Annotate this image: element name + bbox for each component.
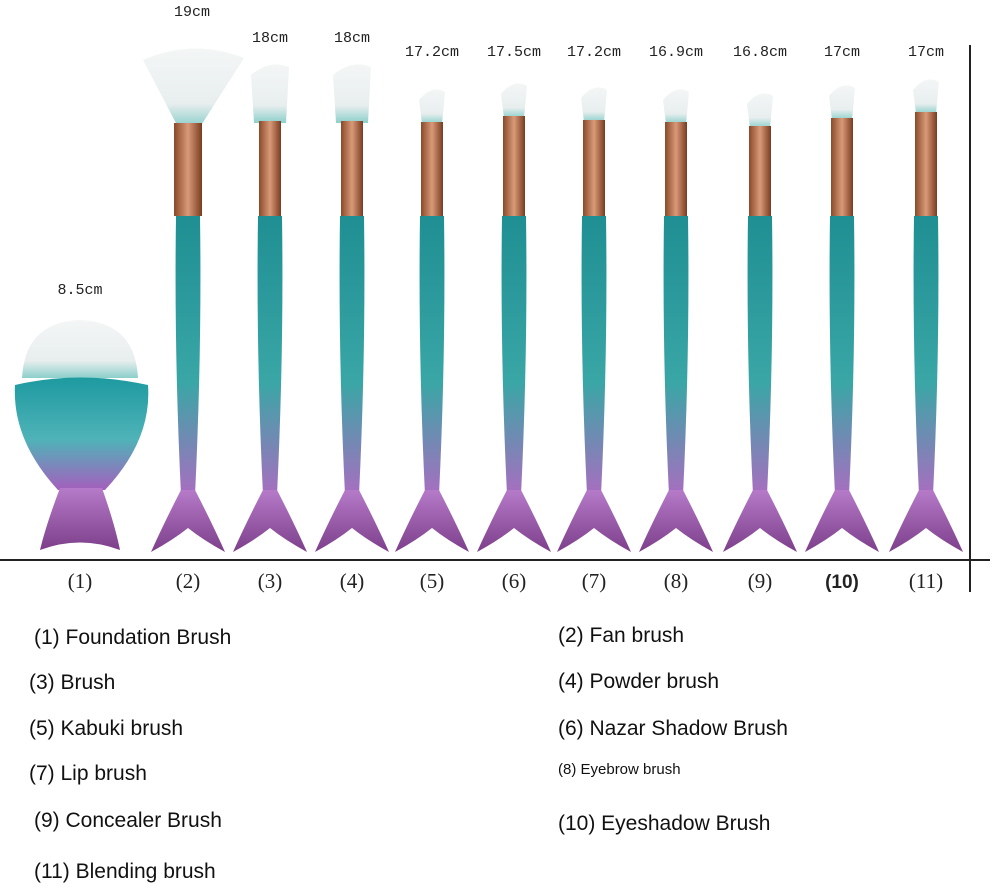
brush	[639, 89, 713, 552]
brush-number: (4)	[340, 569, 365, 593]
brush-head	[501, 83, 527, 118]
brush	[14, 320, 149, 550]
brush-tail	[233, 490, 307, 552]
brush-head	[747, 93, 773, 128]
brush-tail	[477, 490, 551, 552]
brush-head	[333, 64, 371, 123]
brush-number: (1)	[68, 569, 93, 593]
brush-ferrule	[341, 121, 363, 216]
brush-head	[913, 79, 939, 114]
brush-length: 17.2cm	[405, 44, 459, 61]
brush-length: 17cm	[908, 44, 944, 61]
legend-item: (1) Foundation Brush	[34, 626, 231, 649]
brush-number: (8)	[664, 569, 689, 593]
brush-handle	[419, 216, 445, 495]
brush-head	[663, 89, 689, 124]
brush-number: (11)	[909, 569, 943, 593]
brush-number: (5)	[420, 569, 445, 593]
brush-handle	[501, 216, 527, 495]
brush-head	[581, 87, 607, 122]
brush-tail	[315, 490, 389, 552]
legend-item: (8) Eyebrow brush	[558, 761, 681, 778]
brush	[723, 93, 797, 552]
legend-item: (9) Concealer Brush	[34, 809, 222, 832]
brush-ferrule	[259, 121, 281, 216]
brush	[233, 64, 307, 552]
brush-ferrule	[421, 122, 443, 216]
brush-ferrule	[503, 116, 525, 216]
brush-handle	[581, 216, 607, 495]
brush	[477, 83, 551, 552]
brush-ferrule	[915, 112, 937, 216]
brush-head	[22, 320, 138, 378]
brushes: 8.5cm (1) 19cm (2) 18cm (3) 18cm (4) 17.2cm (5) 17…	[14, 4, 963, 593]
legend-item: (5) Kabuki brush	[29, 717, 183, 740]
brush-head	[829, 85, 855, 120]
brush-tail	[40, 488, 120, 550]
brush-ferrule	[174, 123, 202, 216]
brush-ferrule	[749, 126, 771, 216]
legend-item: (4) Powder brush	[558, 670, 719, 693]
brush-tail	[395, 490, 469, 552]
legend-item: (3) Brush	[29, 671, 115, 694]
brush-ferrule	[583, 120, 605, 216]
brush-number: (3)	[258, 569, 283, 593]
brush-tail	[723, 490, 797, 552]
brush-head	[143, 48, 244, 127]
brush-tail	[557, 490, 631, 552]
brush-head	[419, 89, 445, 124]
legend-item: (10) Eyeshadow Brush	[558, 812, 770, 835]
brush-handle	[257, 216, 283, 495]
brush-handle	[829, 216, 855, 495]
brush-length: 18cm	[252, 30, 288, 47]
brush-ferrule	[831, 118, 853, 216]
brush	[889, 79, 963, 552]
brush-handle	[663, 216, 689, 495]
brush	[805, 85, 879, 552]
brush-number: (9)	[748, 569, 773, 593]
brush	[143, 48, 244, 552]
brush-handle	[913, 216, 939, 495]
legend-item: (7) Lip brush	[29, 762, 147, 785]
brush-length: 17.2cm	[567, 44, 621, 61]
brush-body	[14, 377, 149, 490]
brush-length: 8.5cm	[57, 282, 102, 299]
legend-item: (11) Blending brush	[34, 860, 216, 883]
brush-number: (7)	[582, 569, 607, 593]
brush-length: 19cm	[174, 4, 210, 21]
brush-tail	[805, 490, 879, 552]
brush-handle	[175, 216, 201, 495]
brush-handle	[339, 216, 365, 495]
brush-length: 18cm	[334, 30, 370, 47]
brush-number: (10)	[825, 572, 859, 593]
brush	[395, 89, 469, 552]
brush-tail	[151, 490, 225, 552]
brush-tail	[889, 490, 963, 552]
brush-length: 16.9cm	[649, 44, 703, 61]
brush-ferrule	[665, 122, 687, 216]
legend-item: (2) Fan brush	[558, 624, 684, 647]
legend-item: (6) Nazar Shadow Brush	[558, 717, 788, 740]
brush-handle	[747, 216, 773, 495]
brush-number: (2)	[176, 569, 201, 593]
brush-number: (6)	[502, 569, 527, 593]
legend: (1) Foundation Brush (2) Fan brush (3) Bru…	[29, 624, 788, 883]
brush-tail	[639, 490, 713, 552]
brush-head	[251, 64, 289, 123]
brush-length: 17cm	[824, 44, 860, 61]
brush-length: 17.5cm	[487, 44, 541, 61]
brush	[315, 64, 389, 552]
brush-length: 16.8cm	[733, 44, 787, 61]
brush	[557, 87, 631, 552]
